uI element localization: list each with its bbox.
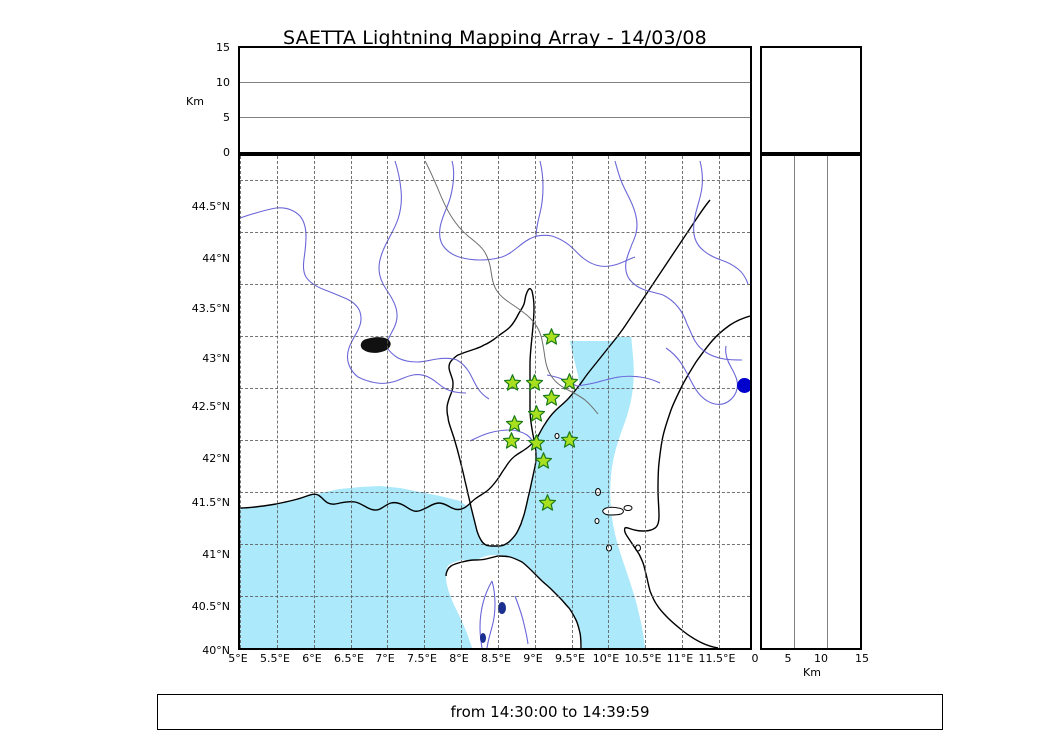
right-panel-axis-label: Km [803, 666, 821, 679]
mapgrid-lon-11 [682, 156, 683, 648]
mapgrid-lat-43 [240, 336, 750, 337]
station-star-marker [542, 327, 560, 345]
lon-tick-5.5: 5.5°E [260, 652, 290, 665]
time-window-text: from 14:30:00 to 14:39:59 [450, 703, 650, 721]
lat-tick-40.5: 40.5°N [191, 600, 230, 613]
lat-tick-42: 42°N [202, 452, 230, 465]
lon-tick-11.5: 11.5°E [698, 652, 736, 665]
altitude-altitude-panel[interactable] [760, 46, 862, 154]
alt-tick-10: 10 [216, 76, 230, 89]
gridline-km-5 [794, 156, 795, 648]
lon-tick-9: 9°E [523, 652, 543, 665]
station-star-marker [538, 493, 556, 511]
mapgrid-lat-41 [240, 544, 750, 545]
lat-tick-44.5: 44.5°N [191, 200, 230, 213]
alt-tick-5: 5 [223, 111, 230, 124]
lat-tick-44: 44°N [202, 252, 230, 265]
station-star-marker [534, 451, 553, 469]
mapgrid-lon-8.5 [498, 156, 499, 648]
lat-tick-41: 41°N [202, 548, 230, 561]
lat-tick-43.5: 43.5°N [191, 302, 230, 315]
mapgrid-lon-5.5 [277, 156, 278, 648]
lon-tick-7.5: 7.5°E [407, 652, 437, 665]
mapgrid-lat-44 [240, 232, 750, 233]
mapgrid-lon-9.5 [572, 156, 573, 648]
lon-tick-8.5: 8.5°E [481, 652, 511, 665]
station-star-marker [560, 431, 579, 448]
station-star-marker [560, 372, 579, 390]
mapgrid-lon-5 [240, 156, 241, 648]
lon-tick-5: 5°E [228, 652, 248, 665]
mapgrid-lon-7 [387, 156, 388, 648]
station-star-marker [504, 373, 522, 391]
station-star-marker [505, 415, 523, 433]
station-star-marker [526, 373, 544, 391]
station-star-marker [527, 405, 545, 422]
mapgrid-lon-10 [608, 156, 609, 648]
mapgrid-lat-41.5 [240, 492, 750, 493]
lat-tick-43: 43°N [202, 352, 230, 365]
map-panel[interactable] [238, 154, 752, 650]
station-star-marker [527, 434, 545, 451]
altitude-axis-label: Km [186, 95, 204, 108]
latitude-altitude-panel[interactable] [760, 154, 862, 650]
km-tick-10: 10 [814, 652, 828, 665]
mapgrid-lon-10.5 [645, 156, 646, 648]
map-geography [240, 156, 750, 648]
alt-tick-0: 0 [223, 146, 230, 159]
mapgrid-lat-40 [240, 648, 750, 649]
lon-tick-9.5: 9.5°E [555, 652, 585, 665]
gridline-alt-10 [240, 82, 750, 83]
mapgrid-lat-40.5 [240, 596, 750, 597]
lon-tick-6.5: 6.5°E [334, 652, 364, 665]
altitude-longitude-panel[interactable] [238, 46, 752, 154]
lat-tick-42.5: 42.5°N [191, 400, 230, 413]
reference-dot-marker [736, 377, 750, 393]
mapgrid-lon-9 [535, 156, 536, 648]
km-tick-15: 15 [855, 652, 869, 665]
mapgrid-lon-11.5 [719, 156, 720, 648]
gridline-alt-5 [240, 117, 750, 118]
km-tick-0: 0 [751, 652, 759, 665]
mapgrid-lon-7.5 [424, 156, 425, 648]
lon-tick-8: 8°E [449, 652, 469, 665]
map-canvas [240, 156, 750, 648]
station-star-marker [503, 432, 521, 449]
lon-tick-10.5: 10.5°E [624, 652, 662, 665]
mapgrid-lat-44.5 [240, 180, 750, 181]
mapgrid-lat-42.5 [240, 388, 750, 389]
mapgrid-lon-6.5 [351, 156, 352, 648]
alt-tick-15: 15 [216, 41, 230, 54]
lat-tick-41.5: 41.5°N [191, 496, 230, 509]
lat-tick-40: 40°N [202, 644, 230, 657]
mapgrid-lon-8 [461, 156, 462, 648]
mapgrid-lat-43.5 [240, 284, 750, 285]
gridline-km-10 [827, 156, 828, 648]
page-title: SAETTA Lightning Mapping Array - 14/03/0… [283, 27, 707, 49]
time-window-status-box: from 14:30:00 to 14:39:59 [157, 694, 943, 730]
lon-tick-11: 11°E [666, 652, 694, 665]
mapgrid-lon-6 [314, 156, 315, 648]
km-tick-5: 5 [784, 652, 792, 665]
mapgrid-lat-42 [240, 440, 750, 441]
lon-tick-6: 6°E [302, 652, 322, 665]
lon-tick-10: 10°E [592, 652, 620, 665]
lon-tick-7: 7°E [375, 652, 395, 665]
station-star-marker [542, 389, 560, 407]
